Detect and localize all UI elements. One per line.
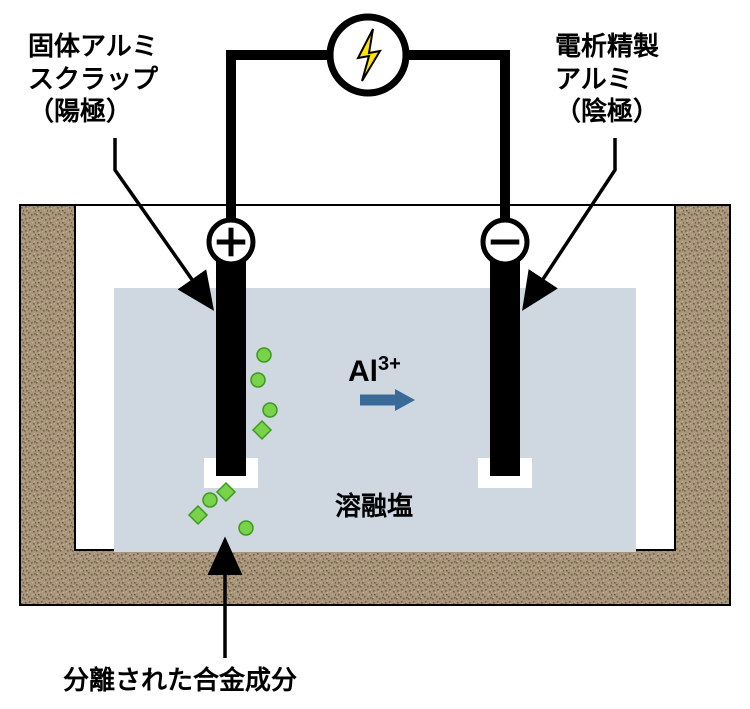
- cathode-label-l1: 電析精製: [555, 30, 659, 63]
- particle-circle: [239, 521, 253, 535]
- salt-label: 溶融塩: [335, 490, 413, 523]
- salt-text: 溶融塩: [335, 491, 413, 521]
- cathode-label: 電析精製 アルミ （陰極）: [555, 30, 659, 128]
- anode-label-l2: スクラップ: [28, 63, 158, 96]
- anode-callout-arrow: [115, 138, 212, 308]
- cathode-electrode: [490, 253, 520, 476]
- separated-label: 分離された合金成分: [63, 664, 297, 697]
- ion-text: Al: [348, 355, 378, 388]
- wire-right: [406, 55, 505, 220]
- anode-label-l1: 固体アルミ: [28, 30, 158, 63]
- ion-label: Al3+: [348, 352, 401, 391]
- cathode-label-l3: （陰極）: [555, 95, 659, 128]
- cathode-label-l2: アルミ: [555, 63, 659, 96]
- particle-circle: [203, 493, 217, 507]
- anode-label: 固体アルミ スクラップ （陽極）: [28, 30, 158, 128]
- particle-circle: [263, 403, 277, 417]
- separated-text: 分離された合金成分: [63, 665, 297, 695]
- cathode-callout-arrow: [524, 138, 615, 308]
- ion-sup: 3+: [378, 353, 401, 375]
- anode-electrode: [216, 253, 246, 476]
- particle-circle: [257, 348, 271, 362]
- wire-left: [231, 55, 330, 220]
- anode-label-l3: （陽極）: [28, 95, 158, 128]
- particle-circle: [251, 373, 265, 387]
